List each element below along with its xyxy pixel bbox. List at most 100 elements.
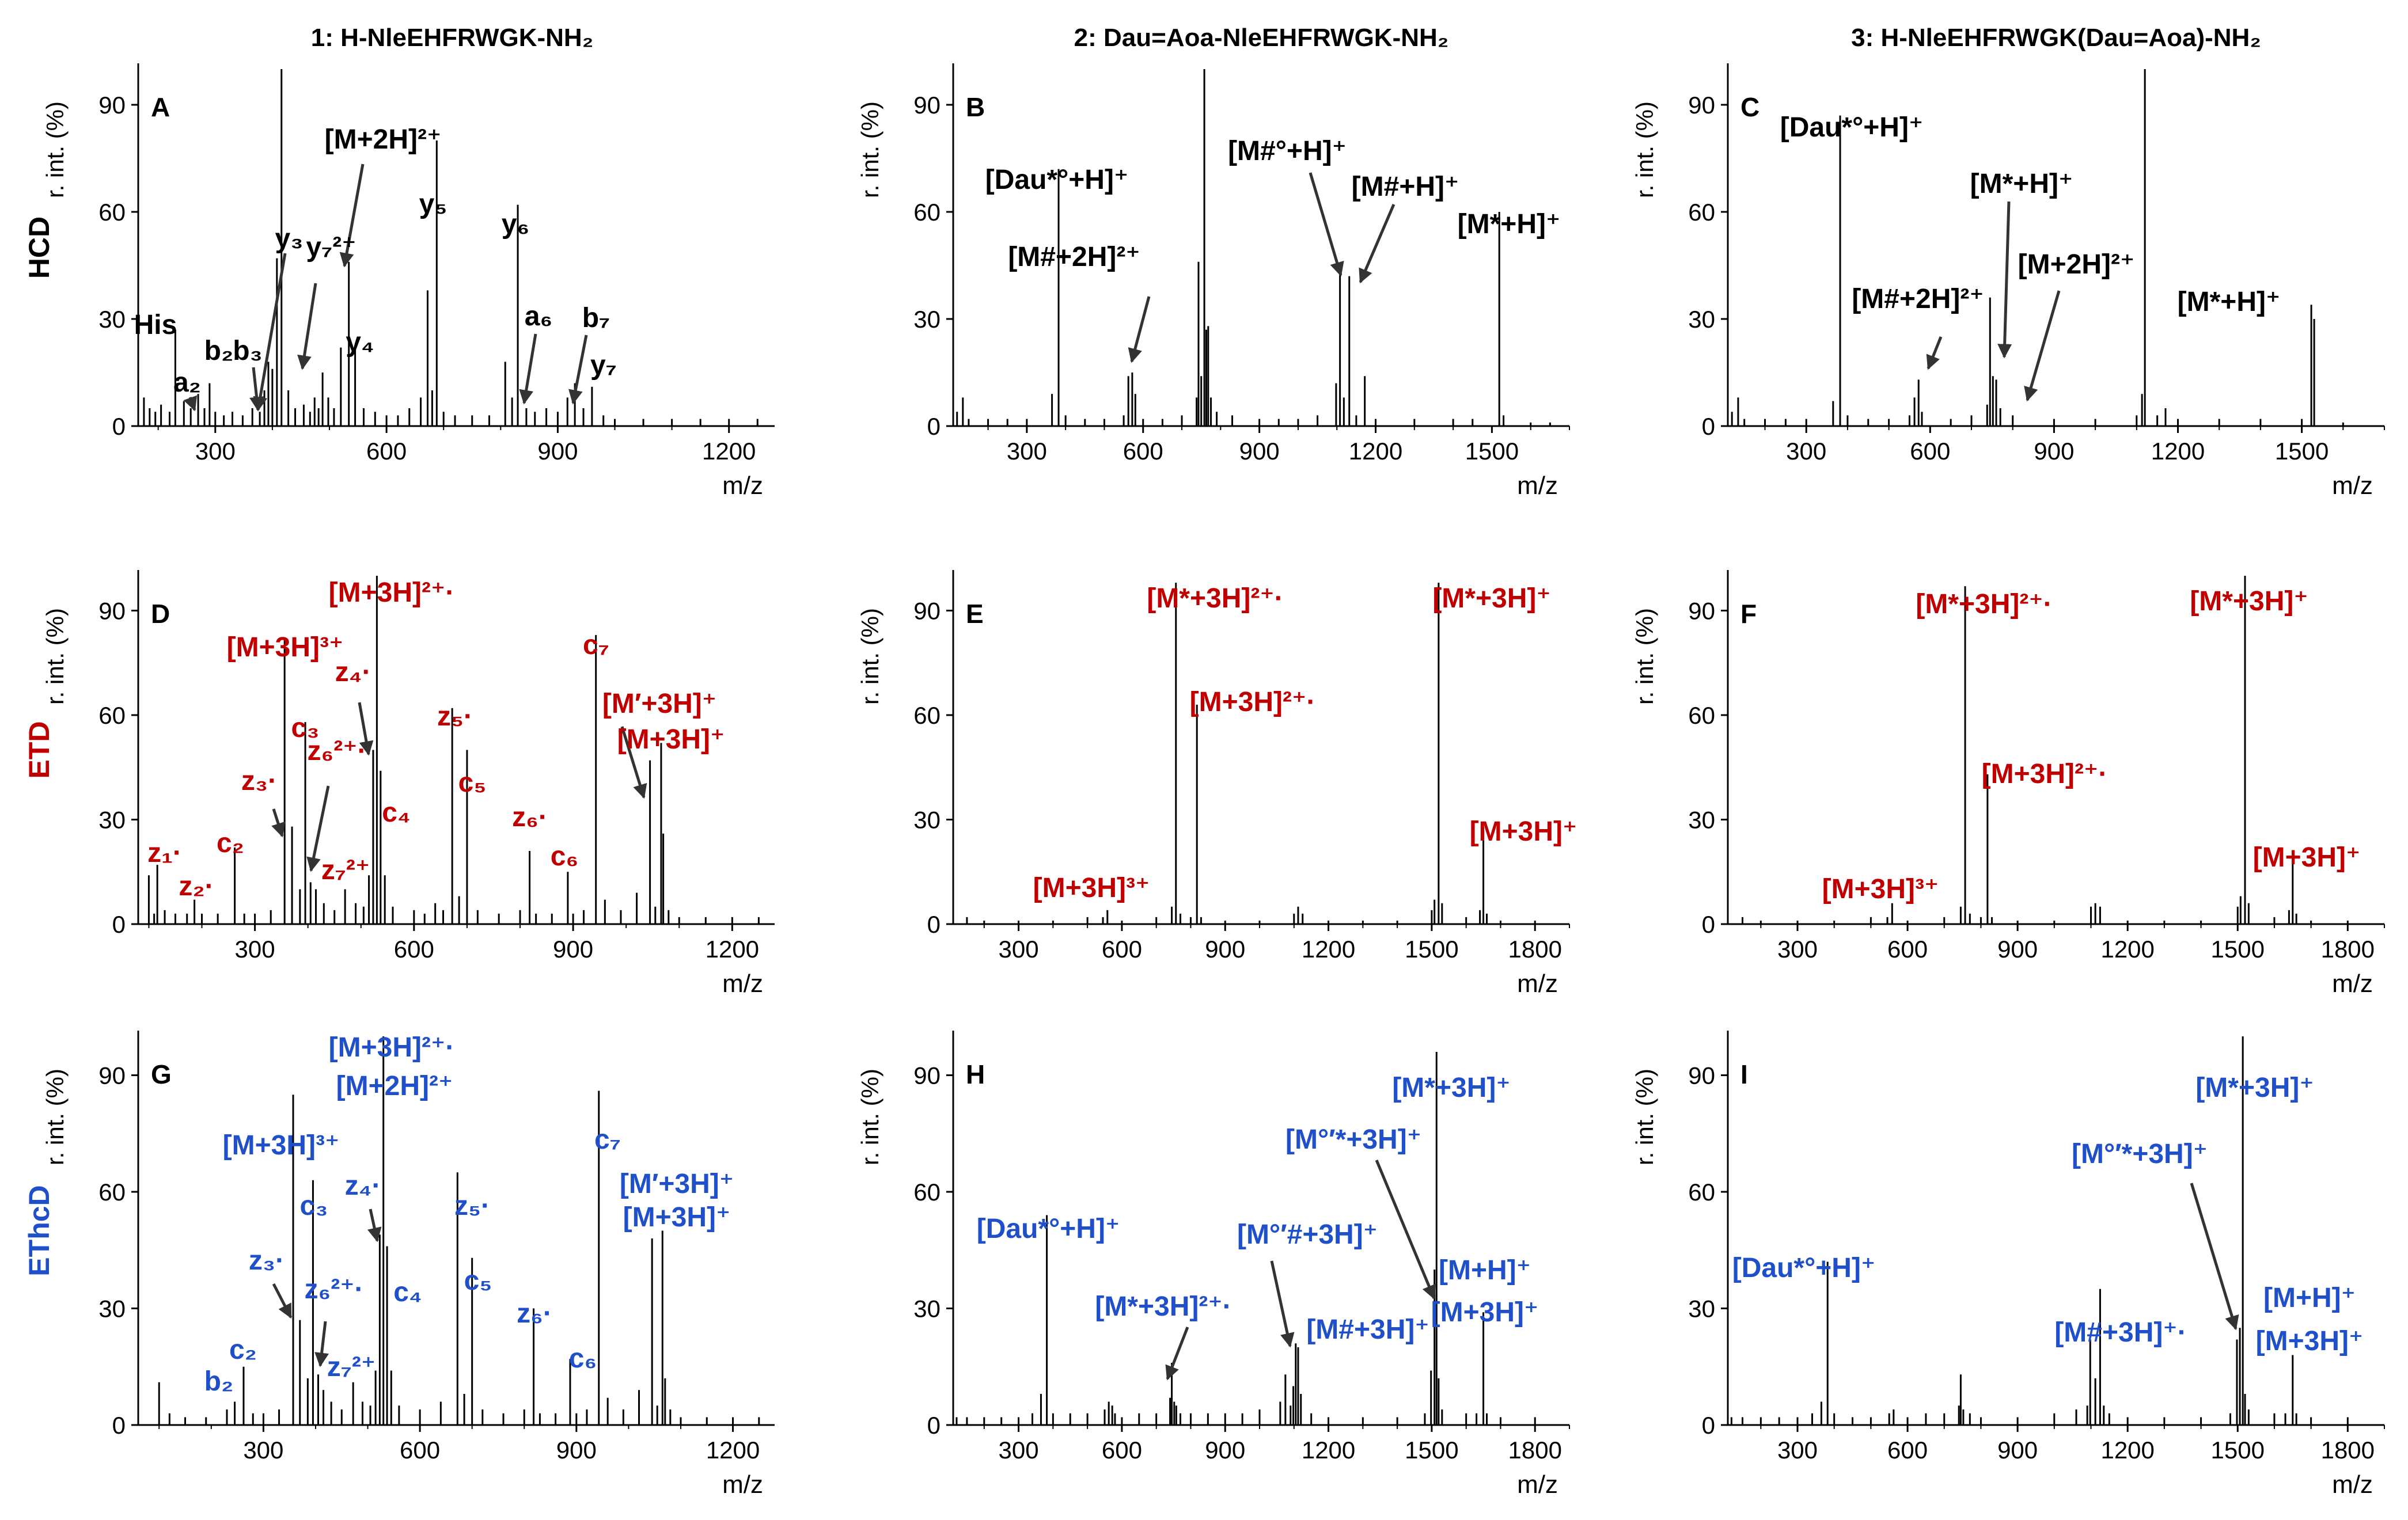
peak-annotation: [M+3H]³⁺ (223, 1130, 340, 1161)
peak-annotation: [M+3H]²⁺· (1190, 687, 1316, 717)
x-tick-label: 900 (537, 438, 578, 465)
peak-annotation: c₆ (569, 1343, 597, 1374)
y-tick-label: 90 (1688, 598, 1715, 625)
row-label-ethcd: EThcD (23, 1185, 55, 1276)
annotation-arrow (1359, 204, 1395, 284)
annotation-arrow (314, 1321, 329, 1367)
x-tick-label: 900 (1239, 438, 1280, 465)
peak-annotation: c₆ (551, 841, 579, 872)
x-tick-label: 600 (1102, 1437, 1142, 1464)
peak-annotation: c₅ (464, 1266, 492, 1296)
x-tick-label: 900 (1205, 936, 1245, 963)
peak-annotation: [M*+3H]²⁺· (1147, 583, 1283, 614)
annotation-arrow (306, 785, 330, 872)
peak-annotation: z₄· (335, 657, 371, 687)
peak-annotation: [M*+H]⁺ (1970, 169, 2073, 199)
x-tick-label: 1800 (1508, 1437, 1562, 1464)
y-tick-label: 90 (1688, 92, 1715, 119)
y-tick-label: 0 (112, 413, 126, 440)
annotation-arrow (1128, 296, 1151, 363)
peak-annotation: [M°′*+3H]⁺ (1285, 1124, 1421, 1155)
x-axis-label: m/z (1517, 970, 1558, 998)
panel-letter: G (151, 1059, 172, 1089)
column-title-2: 2: Dau=Aoa-NleEHFRWGK-NH₂ (1074, 24, 1449, 52)
peak-annotation: [M#+3H]⁺· (2054, 1317, 2186, 1348)
x-tick-label: 600 (1887, 936, 1928, 963)
y-tick-label: 0 (927, 911, 941, 938)
peak-annotation: [M*+3H]⁺ (2195, 1073, 2314, 1103)
panel-b: 0 30 60 90 300 600 900 1200 1500 m/z r. int. (%) B [… (856, 63, 1570, 500)
y-tick-label: 0 (112, 911, 126, 938)
x-tick-label: 600 (1887, 1437, 1928, 1464)
annotation-arrow (1997, 201, 2012, 359)
peak-annotation: z₆· (517, 1298, 552, 1329)
peak-annotation: [M+3H]⁺ (1431, 1297, 1539, 1328)
y-tick-label: 90 (1688, 1062, 1715, 1089)
y-tick-label: 0 (1702, 1412, 1715, 1439)
peak-annotation: [M*+3H]²⁺· (1916, 589, 2052, 620)
peak-annotation: y₇²⁺ (306, 232, 356, 263)
peak-annotation: y₅ (419, 189, 448, 219)
peak-annotation: [M+2H]²⁺ (2018, 249, 2135, 280)
x-tick-label: 1200 (1302, 1437, 1355, 1464)
peak-annotation: a₆ (525, 301, 553, 332)
peak-annotation: His (134, 310, 177, 340)
y-tick-label: 30 (913, 807, 941, 834)
panel-letter: E (966, 599, 984, 629)
y-axis-label: r. int. (%) (41, 1069, 69, 1165)
peak-annotation: [M+3H]²⁺· (1982, 759, 2108, 789)
y-tick-label: 90 (913, 92, 941, 119)
peak-annotation: [Dau*°+H]⁺ (985, 165, 1129, 195)
peak-annotation: z₇²⁺ (327, 1352, 376, 1382)
peak-annotation: z₄· (345, 1171, 381, 1201)
x-tick-label: 900 (1997, 936, 2038, 963)
x-tick-label: 1500 (2275, 438, 2329, 465)
x-tick-label: 900 (2034, 438, 2074, 465)
peak-annotation: [M*+H]⁺ (1458, 209, 1561, 240)
peak-annotation: z₃· (241, 766, 277, 796)
peak-annotation: c₅ (458, 767, 487, 798)
y-tick-label: 30 (1688, 1295, 1715, 1323)
panel-i: 0 30 60 90 300 600 900 1200 1500 1800 m/z r. int. (… (1631, 1031, 2385, 1499)
x-axis-label: m/z (722, 970, 763, 998)
peak-annotation: [Dau*°+H]⁺ (977, 1214, 1120, 1244)
y-tick-label: 30 (1688, 807, 1715, 834)
x-tick-label: 1500 (1405, 936, 1458, 963)
peak-annotation: b₇ (582, 303, 610, 333)
peak-annotation: [M*+H]⁺ (2178, 287, 2281, 317)
x-tick-label: 900 (1205, 1437, 1245, 1464)
panel-f: 0 30 60 90 300 600 900 1200 1500 1800 m/z r. int. (… (1631, 570, 2385, 998)
y-tick-label: 60 (913, 702, 941, 729)
panel-e: 0 30 60 90 300 600 900 1200 1500 1800 m/z r. int. (… (856, 570, 1577, 998)
x-tick-label: 1500 (1405, 1437, 1458, 1464)
peak-annotation: b₂ (204, 1366, 234, 1397)
x-axis-label: m/z (2332, 472, 2373, 500)
x-axis-label: m/z (1517, 1470, 1558, 1499)
x-tick-label: 300 (1786, 438, 1826, 465)
peak-annotation: y₆ (502, 209, 530, 240)
y-tick-label: 30 (913, 1295, 941, 1323)
y-tick-label: 0 (1702, 413, 1715, 440)
x-tick-label: 600 (1910, 438, 1950, 465)
y-tick-label: 90 (98, 92, 126, 119)
y-tick-label: 60 (98, 702, 126, 729)
peak-annotation: [M′+3H]⁺ (602, 689, 716, 719)
peak-annotation: y₄ (346, 327, 374, 358)
peak-annotation: a₂ (173, 367, 201, 398)
annotation-arrow (1926, 336, 1943, 370)
x-tick-label: 300 (1777, 936, 1818, 963)
x-tick-label: 600 (1102, 936, 1142, 963)
y-tick-label: 90 (913, 598, 941, 625)
annotation-arrow (2190, 1183, 2239, 1331)
annotation-arrow (1375, 1160, 1436, 1300)
annotation-arrow (1270, 1260, 1295, 1348)
x-axis-label: m/z (722, 472, 763, 500)
x-tick-label: 1200 (706, 1437, 760, 1464)
panel-a: 0 30 60 90 300 600 900 1200 m/z r. int. (%) A His a₂… (41, 63, 775, 500)
x-tick-label: 1200 (1302, 936, 1355, 963)
panel-g: 0 30 60 90 300 600 900 1200 m/z r. int. (%) G [M+3H… (41, 1031, 775, 1499)
y-tick-label: 90 (98, 598, 126, 625)
y-axis-label: r. int. (%) (1631, 608, 1658, 705)
x-tick-label: 300 (243, 1437, 283, 1464)
